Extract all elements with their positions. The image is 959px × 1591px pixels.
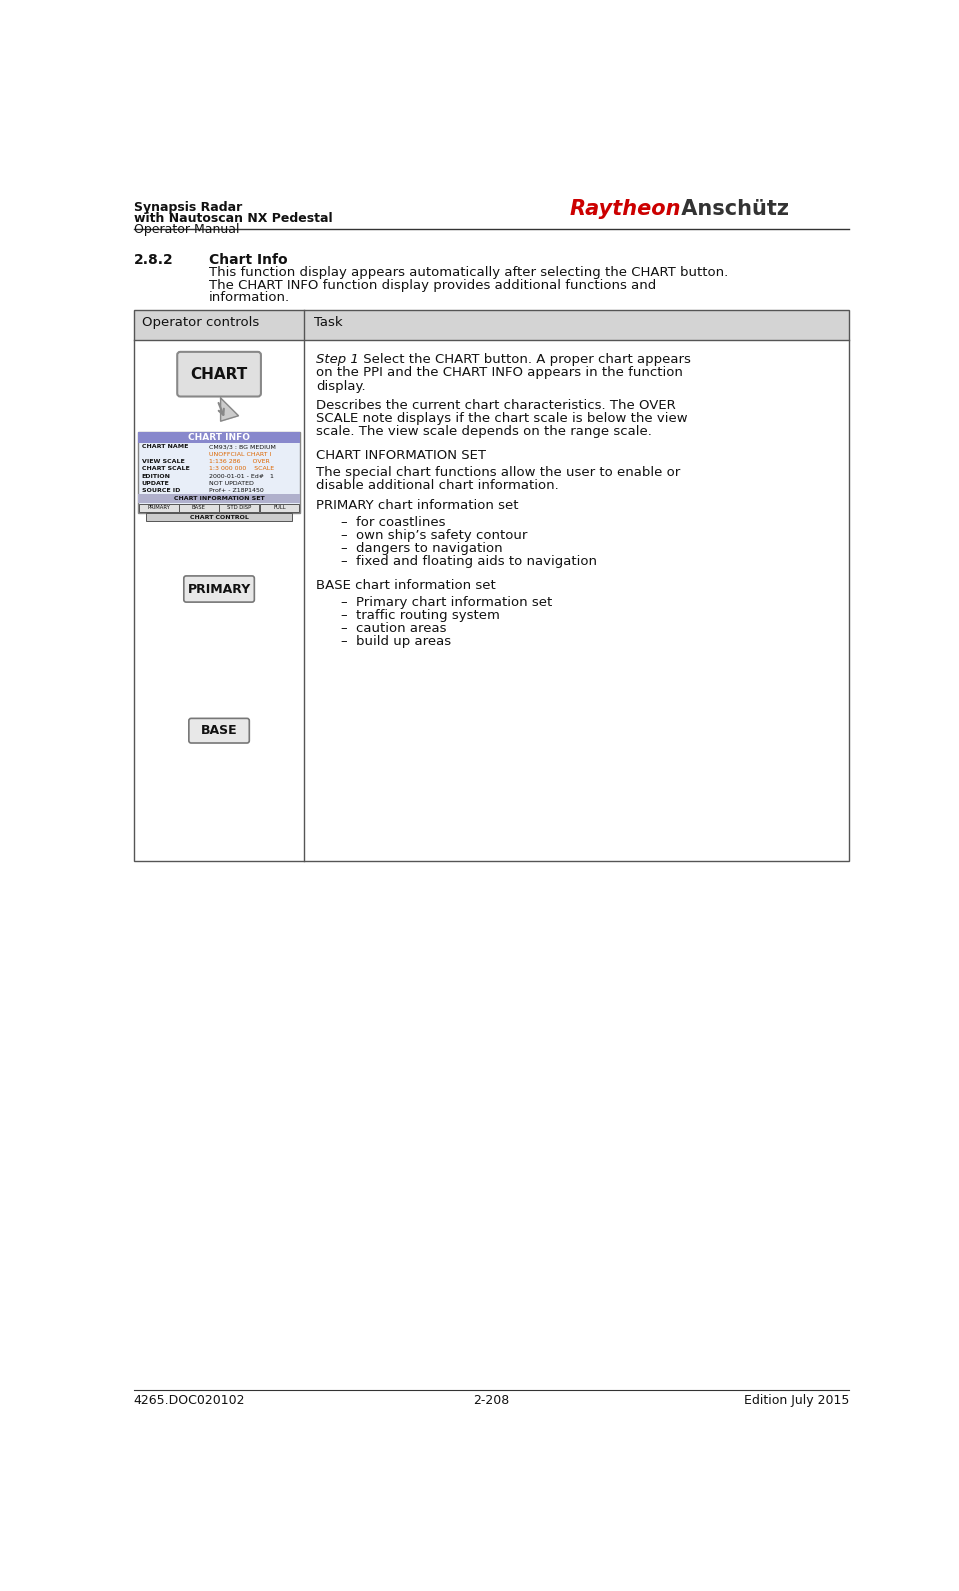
Text: 1:3 000 000    SCALE: 1:3 000 000 SCALE xyxy=(209,466,274,471)
Text: Raytheon: Raytheon xyxy=(570,199,681,218)
Text: 1:136 286      OVER: 1:136 286 OVER xyxy=(209,458,270,465)
Bar xyxy=(146,512,292,522)
Text: The CHART INFO function display provides additional functions and: The CHART INFO function display provides… xyxy=(209,278,656,291)
Bar xyxy=(138,495,299,503)
Text: UPDATE: UPDATE xyxy=(142,480,170,485)
Text: display.: display. xyxy=(316,380,365,393)
Text: The special chart functions allow the user to enable or: The special chart functions allow the us… xyxy=(316,466,680,479)
Text: 4265.DOC020102: 4265.DOC020102 xyxy=(134,1394,246,1408)
Text: CM93/3 : BG MEDIUM: CM93/3 : BG MEDIUM xyxy=(209,444,276,449)
Text: CHART INFO: CHART INFO xyxy=(188,433,250,442)
Text: Describes the current chart characteristics. The OVER: Describes the current chart characterist… xyxy=(316,399,676,412)
Text: 2000-01-01 - Ed#   1: 2000-01-01 - Ed# 1 xyxy=(209,474,274,479)
Text: –: – xyxy=(340,635,347,648)
Text: Select the CHART button. A proper chart appears: Select the CHART button. A proper chart … xyxy=(360,353,691,366)
Text: fixed and floating aids to navigation: fixed and floating aids to navigation xyxy=(356,555,597,568)
FancyBboxPatch shape xyxy=(177,352,261,396)
FancyBboxPatch shape xyxy=(189,719,249,743)
Text: EDITION: EDITION xyxy=(142,474,171,479)
Text: VIEW SCALE: VIEW SCALE xyxy=(142,458,184,465)
Text: Task: Task xyxy=(314,317,342,329)
Text: This function display appears automatically after selecting the CHART button.: This function display appears automatica… xyxy=(209,266,728,278)
Text: for coastlines: for coastlines xyxy=(356,515,446,528)
Text: Operator controls: Operator controls xyxy=(142,317,259,329)
Bar xyxy=(220,503,259,512)
Text: BASE: BASE xyxy=(192,506,206,511)
Text: with Nautoscan NX Pedestal: with Nautoscan NX Pedestal xyxy=(134,212,333,224)
Text: UNOFFCIAL CHART I: UNOFFCIAL CHART I xyxy=(209,452,271,457)
Text: on the PPI and the CHART INFO appears in the function: on the PPI and the CHART INFO appears in… xyxy=(316,366,683,380)
Text: CHART INFORMATION SET: CHART INFORMATION SET xyxy=(174,496,265,501)
Text: BASE chart information set: BASE chart information set xyxy=(316,579,496,592)
Polygon shape xyxy=(221,398,239,422)
Text: PRIMARY chart information set: PRIMARY chart information set xyxy=(316,498,519,512)
Bar xyxy=(138,431,299,442)
Text: dangers to navigation: dangers to navigation xyxy=(356,543,503,555)
Text: STD DISP: STD DISP xyxy=(227,506,251,511)
Text: disable additional chart information.: disable additional chart information. xyxy=(316,479,559,492)
Bar xyxy=(260,503,299,512)
FancyBboxPatch shape xyxy=(184,576,254,601)
Text: SOURCE ID: SOURCE ID xyxy=(142,488,180,493)
Text: PRIMARY: PRIMARY xyxy=(147,506,170,511)
Text: Anschütz: Anschütz xyxy=(674,199,789,218)
Text: PRIMARY: PRIMARY xyxy=(187,582,250,595)
Text: –: – xyxy=(340,595,347,608)
Text: –: – xyxy=(340,515,347,528)
Text: –: – xyxy=(340,528,347,543)
Text: Chart Info: Chart Info xyxy=(209,253,288,267)
Text: Step 1: Step 1 xyxy=(316,353,359,366)
Text: own ship’s safety contour: own ship’s safety contour xyxy=(356,528,527,543)
Text: NOT UPDATED: NOT UPDATED xyxy=(209,480,254,485)
Text: Edition July 2015: Edition July 2015 xyxy=(744,1394,849,1408)
Text: Prof+ - Z18P1450: Prof+ - Z18P1450 xyxy=(209,488,264,493)
Text: CHART CONTROL: CHART CONTROL xyxy=(190,514,248,520)
Text: 2.8.2: 2.8.2 xyxy=(134,253,174,267)
Text: build up areas: build up areas xyxy=(356,635,452,648)
Text: SCALE note displays if the chart scale is below the view: SCALE note displays if the chart scale i… xyxy=(316,412,688,425)
Text: information.: information. xyxy=(209,291,291,304)
Bar xyxy=(134,310,849,339)
Text: traffic routing system: traffic routing system xyxy=(356,609,501,622)
Text: scale. The view scale depends on the range scale.: scale. The view scale depends on the ran… xyxy=(316,425,652,439)
Text: BASE: BASE xyxy=(200,724,238,737)
Bar xyxy=(138,431,299,512)
Text: –: – xyxy=(340,622,347,635)
Text: CHART INFORMATION SET: CHART INFORMATION SET xyxy=(316,449,486,461)
Text: –: – xyxy=(340,609,347,622)
Text: CHART SCALE: CHART SCALE xyxy=(142,466,189,471)
Text: FULL: FULL xyxy=(273,506,286,511)
Bar xyxy=(179,503,219,512)
Text: Primary chart information set: Primary chart information set xyxy=(356,595,552,608)
Bar xyxy=(134,310,849,861)
Text: –: – xyxy=(340,555,347,568)
Text: –: – xyxy=(340,543,347,555)
Bar xyxy=(139,503,178,512)
Text: 2-208: 2-208 xyxy=(474,1394,509,1408)
Text: caution areas: caution areas xyxy=(356,622,447,635)
Text: Synapsis Radar: Synapsis Radar xyxy=(134,200,242,213)
Text: Operator Manual: Operator Manual xyxy=(134,223,240,235)
Text: CHART: CHART xyxy=(191,366,247,382)
Text: CHART NAME: CHART NAME xyxy=(142,444,188,449)
